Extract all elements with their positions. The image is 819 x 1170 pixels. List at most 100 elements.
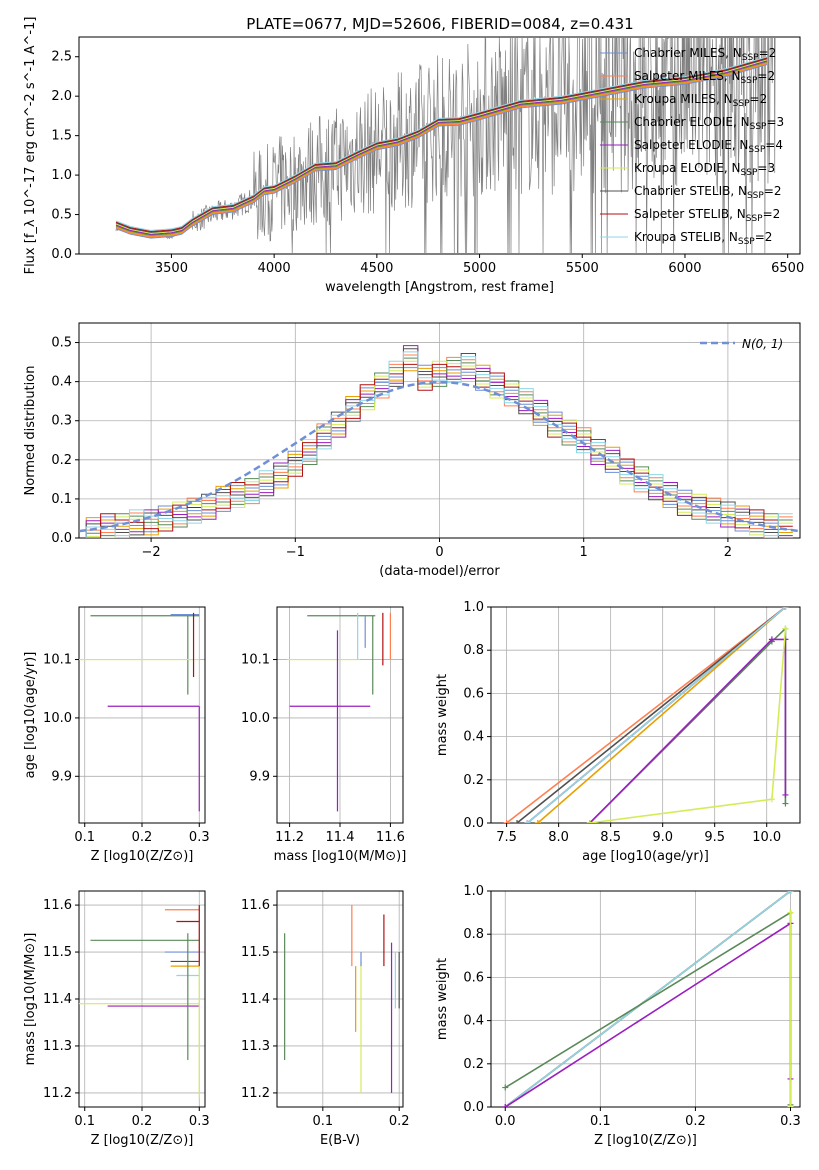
legend-entry-7: Salpeter STELIB, NSSP=2 bbox=[634, 207, 780, 224]
weight-marker bbox=[787, 909, 794, 916]
x-tick-label: 3500 bbox=[155, 261, 188, 276]
panel-residuals: −2 −1 0 1 2 0.0 0.1 0.2 0.3 0.4 0.5 (data-model)/er… bbox=[23, 322, 801, 579]
x-tick-label: 0.3 bbox=[780, 1114, 801, 1129]
x-axis-label: mass [log10(M/M⊙)] bbox=[274, 849, 407, 864]
weight-line-5 bbox=[504, 911, 792, 1105]
model-line-2 bbox=[115, 62, 768, 237]
y-tick-label: 11.4 bbox=[43, 992, 72, 1007]
legend-entry-2: Kroupa MILES, NSSP=2 bbox=[634, 92, 767, 109]
y-tick-label: 10.0 bbox=[241, 711, 270, 726]
plot-area bbox=[79, 345, 800, 538]
weight-marker bbox=[503, 820, 510, 823]
model-line-1 bbox=[115, 62, 768, 238]
legend-sub: SSP bbox=[741, 168, 758, 178]
y-axis-label: mass weight bbox=[435, 674, 450, 756]
x-tick-label: 0.2 bbox=[685, 1114, 706, 1129]
x-tick-label: 0.2 bbox=[389, 1114, 410, 1129]
weight-marker bbox=[787, 891, 794, 894]
y-tick-label: 11.4 bbox=[241, 992, 270, 1007]
x-tick-label: 11.4 bbox=[326, 830, 355, 845]
y-tick-label: 1.0 bbox=[463, 884, 484, 899]
weight-line-3 bbox=[516, 607, 786, 823]
panel-weight_vs_Z: 0.0 0.1 0.2 0.3 0.0 0.2 0.4 0.6 0.8 1.0 Z [log10(Z… bbox=[435, 884, 801, 1148]
y-tick-label: 0.5 bbox=[51, 208, 72, 223]
weight-line-2 bbox=[537, 607, 786, 823]
axes-frame bbox=[490, 606, 801, 824]
y-tick-label: 0.4 bbox=[463, 1014, 484, 1029]
y-axis-label: mass weight bbox=[435, 958, 450, 1040]
plot-area bbox=[284, 905, 400, 1093]
x-tick-label: 0.3 bbox=[189, 1114, 210, 1129]
y-tick-label: 0.0 bbox=[51, 247, 72, 262]
x-tick-label: 10.0 bbox=[752, 830, 781, 845]
legend-name: Chabrier ELODIE, N bbox=[634, 115, 750, 129]
x-axis-label: age [log10(age/yr)] bbox=[582, 849, 709, 864]
legend-name: Kroupa MILES, N bbox=[634, 92, 733, 106]
model-line-7 bbox=[115, 57, 768, 232]
model-line-8 bbox=[115, 56, 768, 232]
x-axis-label: Z [log10(Z/Z⊙)] bbox=[91, 1133, 194, 1148]
x-tick-label: 4500 bbox=[360, 261, 393, 276]
y-tick-label: 0.2 bbox=[463, 773, 484, 788]
legend-name: Chabrier STELIB, N bbox=[634, 184, 747, 198]
legend-value: =2 bbox=[759, 46, 777, 60]
legend-value: =2 bbox=[764, 184, 782, 198]
weight-line-6 bbox=[504, 921, 792, 1107]
axes-frame bbox=[78, 606, 206, 824]
x-tick-label: 0.2 bbox=[132, 1114, 153, 1129]
legend-sub: SSP bbox=[748, 145, 765, 155]
weight-line-4 bbox=[504, 891, 791, 1107]
y-tick-label: 0.6 bbox=[463, 970, 484, 985]
y-tick-label: 11.6 bbox=[43, 898, 72, 913]
x-tick-label: 0.2 bbox=[132, 830, 153, 845]
x-tick-label: 8.0 bbox=[548, 830, 569, 845]
panel-age_vs_mass: 11.2 11.4 11.6 9.9 10.0 10.1 mass [log10(M/M⊙)… bbox=[241, 606, 407, 864]
x-tick-label: 5500 bbox=[566, 261, 599, 276]
plot-area bbox=[502, 891, 794, 1107]
axes-frame bbox=[276, 606, 404, 824]
axes-frame bbox=[78, 890, 206, 1108]
panel-mass_vs_Z: 0.1 0.2 0.3 11.2 11.3 11.4 11.5 11.6 Z [log10(Z/… bbox=[23, 890, 210, 1148]
y-tick-label: 11.2 bbox=[241, 1086, 270, 1101]
axes-frame bbox=[78, 36, 801, 255]
weight-marker bbox=[768, 636, 775, 643]
legend-entry-0: Chabrier MILES, NSSP=2 bbox=[634, 46, 776, 63]
weight-marker bbox=[534, 820, 541, 823]
legend-value: =2 bbox=[763, 207, 781, 221]
legend-sub: SSP bbox=[738, 237, 755, 247]
y-tick-label: 9.9 bbox=[51, 769, 72, 784]
histogram-0 bbox=[86, 364, 793, 538]
x-axis-label: (data-model)/error bbox=[379, 564, 500, 579]
plot-area bbox=[79, 612, 200, 812]
x-tick-label: −1 bbox=[286, 545, 305, 560]
y-axis-label: Normed distribution bbox=[23, 366, 38, 496]
y-tick-label: 1.0 bbox=[51, 168, 72, 183]
weight-marker bbox=[768, 796, 775, 803]
y-tick-label: 1.0 bbox=[463, 600, 484, 615]
x-tick-label: 0.3 bbox=[189, 830, 210, 845]
y-axis-label: age [log10(age/yr)] bbox=[23, 652, 38, 779]
legend-sub: SSP bbox=[742, 53, 759, 63]
legend-name: Chabrier MILES, N bbox=[634, 46, 742, 60]
panel-age_vs_Z: 0.1 0.2 0.3 9.9 10.0 10.1 Z [log10(Z/Z⊙)] age [… bbox=[23, 606, 210, 864]
plot-area bbox=[503, 607, 789, 823]
model-line-5 bbox=[115, 59, 768, 234]
weight-line-0 bbox=[506, 607, 786, 823]
x-tick-label: 9.5 bbox=[704, 830, 725, 845]
legend-entry-1: Salpeter MILES, NSSP=2 bbox=[634, 69, 775, 86]
legend-value: =2 bbox=[750, 92, 768, 106]
model-line-4 bbox=[115, 60, 768, 235]
x-tick-label: 7.5 bbox=[496, 830, 517, 845]
x-axis-label: E(B-V) bbox=[320, 1133, 360, 1148]
y-tick-label: 9.9 bbox=[249, 769, 270, 784]
x-tick-label: 6500 bbox=[771, 261, 804, 276]
axes-frame bbox=[490, 890, 801, 1108]
x-tick-label: 0 bbox=[435, 545, 443, 560]
x-tick-label: 0.1 bbox=[74, 830, 95, 845]
legend-normal: N(0, 1) bbox=[742, 337, 783, 351]
legend-sub: SSP bbox=[747, 191, 764, 201]
legend-value: =2 bbox=[757, 69, 775, 83]
y-tick-label: 0.6 bbox=[463, 686, 484, 701]
